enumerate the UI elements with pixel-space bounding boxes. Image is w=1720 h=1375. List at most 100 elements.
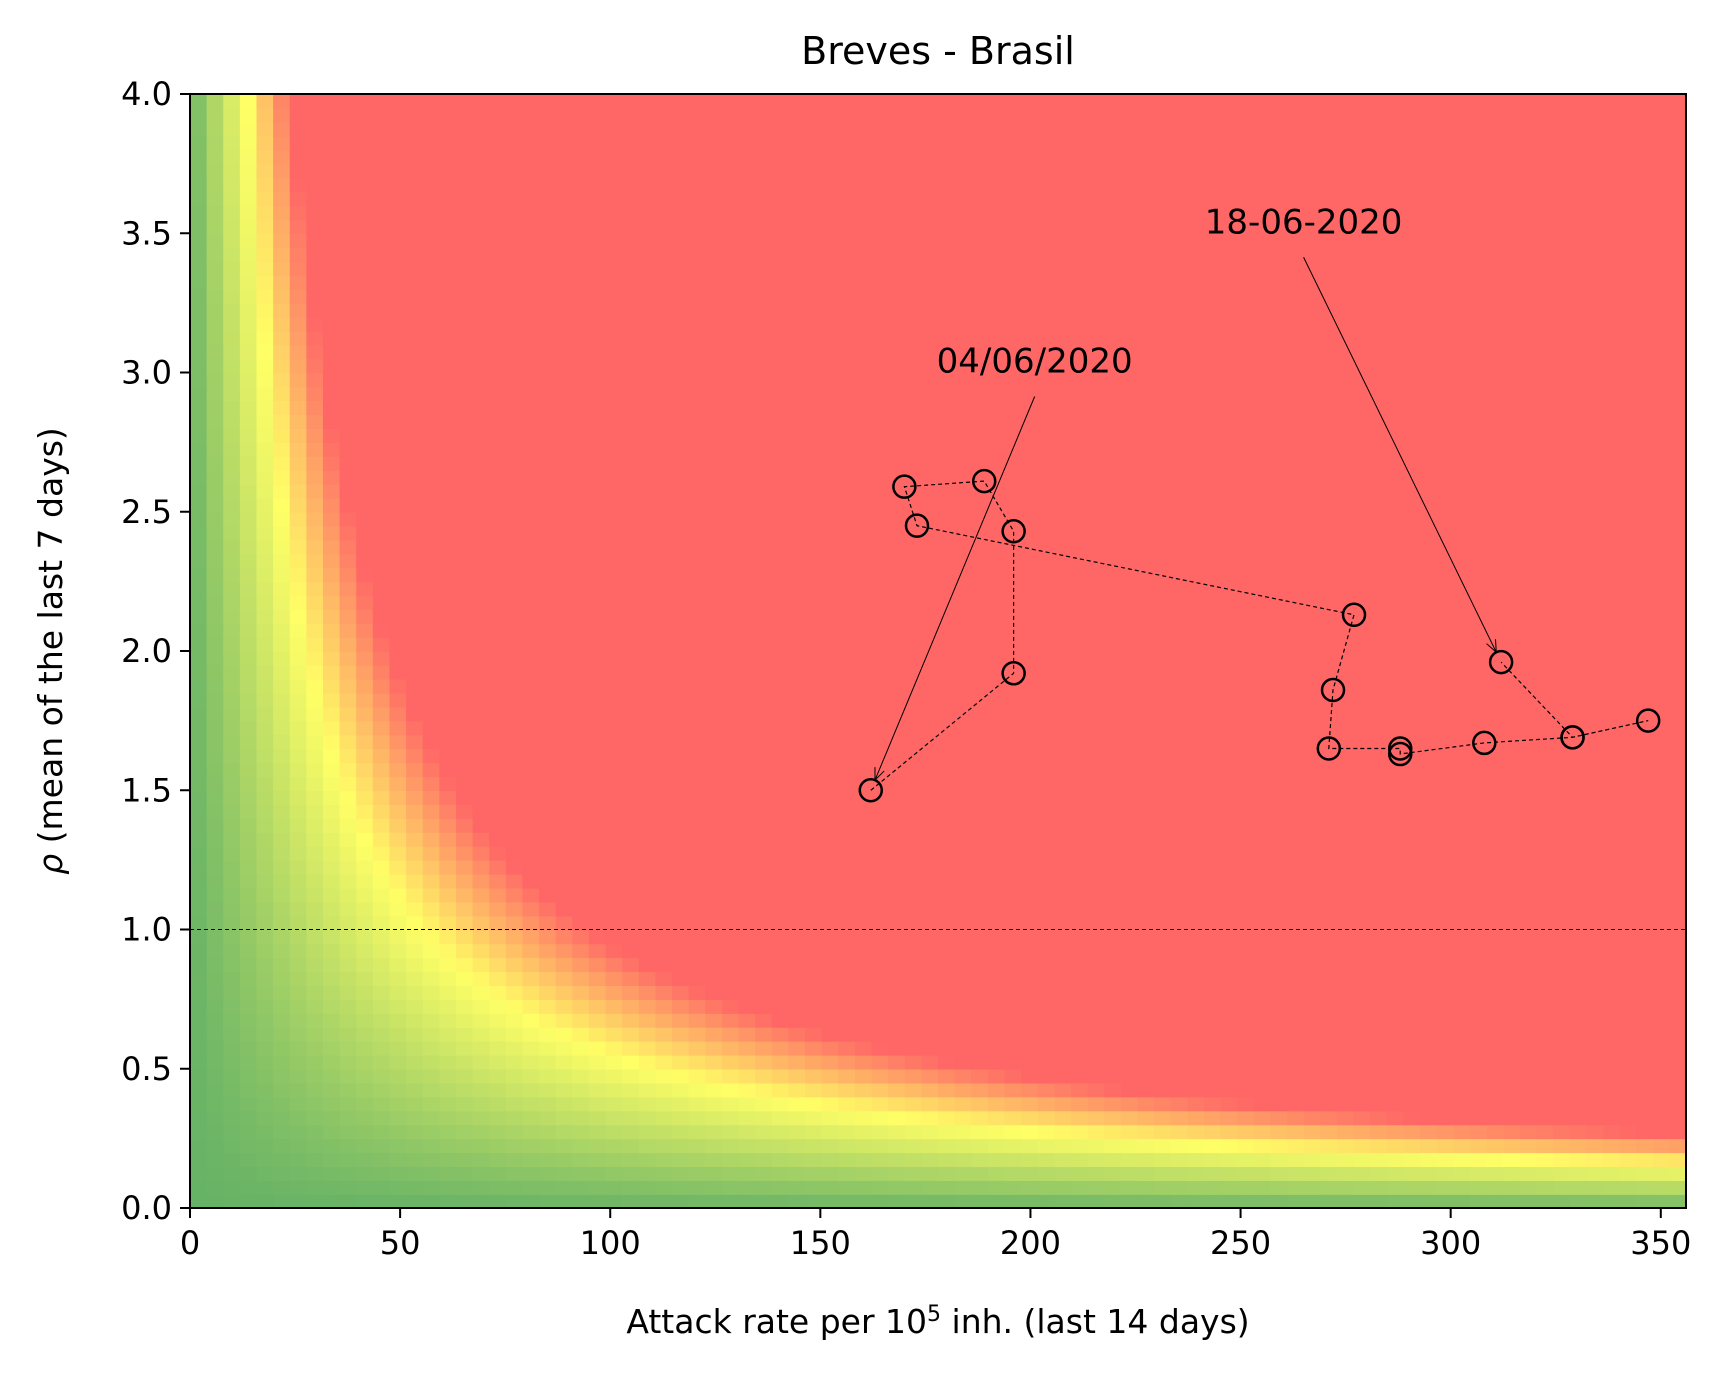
heatmap-cell bbox=[1104, 553, 1122, 569]
heatmap-cell bbox=[339, 233, 358, 248]
heatmap-cell bbox=[256, 1152, 274, 1168]
heatmap-cell bbox=[406, 651, 424, 666]
heatmap-cell bbox=[372, 442, 391, 457]
heatmap-cell bbox=[1203, 818, 1222, 833]
heatmap-cell bbox=[256, 664, 274, 680]
heatmap-cell bbox=[987, 818, 1006, 833]
heatmap-cell bbox=[987, 414, 1006, 429]
heatmap-cell bbox=[1187, 1054, 1205, 1070]
heatmap-cell bbox=[1170, 1180, 1189, 1195]
heatmap-cell bbox=[406, 525, 424, 541]
heatmap-cell bbox=[871, 497, 889, 513]
heatmap-cell bbox=[721, 1180, 740, 1195]
heatmap-cell bbox=[904, 999, 923, 1014]
heatmap-cell bbox=[1070, 748, 1089, 764]
heatmap-cell bbox=[489, 943, 507, 959]
heatmap-cell bbox=[472, 358, 490, 374]
heatmap-cell bbox=[738, 107, 756, 123]
heatmap-cell bbox=[588, 275, 607, 290]
heatmap-cell bbox=[322, 1040, 341, 1056]
heatmap-cell bbox=[688, 483, 707, 499]
heatmap-cell bbox=[406, 692, 424, 708]
heatmap-cell bbox=[1170, 121, 1189, 137]
heatmap-cell bbox=[854, 1180, 873, 1195]
heatmap-cell bbox=[406, 191, 424, 207]
heatmap-cell bbox=[555, 581, 574, 597]
heatmap-cell bbox=[1220, 720, 1238, 736]
heatmap-cell bbox=[422, 915, 441, 931]
heatmap-cell bbox=[372, 1013, 391, 1028]
heatmap-cell bbox=[356, 191, 374, 207]
heatmap-cell bbox=[572, 748, 590, 764]
heatmap-cell bbox=[273, 692, 291, 708]
heatmap-cell bbox=[938, 553, 956, 569]
heatmap-cell bbox=[555, 288, 574, 304]
heatmap-cell bbox=[539, 581, 557, 597]
heatmap-cell bbox=[1203, 999, 1222, 1014]
heatmap-cell bbox=[1170, 177, 1189, 193]
heatmap-cell bbox=[239, 692, 258, 708]
heatmap-cell bbox=[406, 1026, 424, 1042]
heatmap-cell bbox=[1087, 762, 1106, 778]
heatmap-cell bbox=[655, 107, 673, 123]
heatmap-cell bbox=[854, 943, 873, 959]
heatmap-cell bbox=[406, 1096, 424, 1112]
heatmap-cell bbox=[273, 344, 291, 360]
heatmap-cell bbox=[638, 219, 657, 235]
heatmap-cell bbox=[256, 94, 274, 109]
heatmap-cell bbox=[289, 525, 308, 541]
heatmap-cell bbox=[1170, 748, 1189, 764]
heatmap-cell bbox=[1203, 233, 1222, 248]
heatmap-cell bbox=[539, 1068, 557, 1084]
heatmap-cell bbox=[472, 135, 490, 151]
heatmap-cell bbox=[938, 1013, 956, 1028]
heatmap-cell bbox=[555, 219, 574, 235]
heatmap-cell bbox=[273, 943, 291, 959]
heatmap-cell bbox=[190, 873, 208, 889]
heatmap-cell bbox=[1137, 1138, 1155, 1154]
heatmap-cell bbox=[1154, 1082, 1172, 1098]
heatmap-cell bbox=[788, 316, 806, 332]
heatmap-cell bbox=[721, 748, 740, 764]
heatmap-cell bbox=[1087, 1026, 1106, 1042]
heatmap-cell bbox=[206, 1152, 225, 1168]
heatmap-cell bbox=[1054, 316, 1072, 332]
heatmap-cell bbox=[771, 818, 790, 833]
heatmap-cell bbox=[472, 442, 490, 457]
heatmap-cell bbox=[439, 762, 457, 778]
heatmap-cell bbox=[1187, 1166, 1205, 1181]
heatmap-cell bbox=[788, 971, 806, 986]
heatmap-cell bbox=[572, 609, 590, 624]
heatmap-cell bbox=[655, 316, 673, 332]
heatmap-cell bbox=[987, 832, 1006, 847]
heatmap-cell bbox=[190, 1096, 208, 1112]
heatmap-cell bbox=[505, 1040, 524, 1056]
heatmap-cell bbox=[854, 720, 873, 736]
heatmap-cell bbox=[771, 734, 790, 750]
heatmap-cell bbox=[921, 135, 939, 151]
heatmap-cell bbox=[721, 1096, 740, 1112]
heatmap-cell bbox=[572, 497, 590, 513]
heatmap-cell bbox=[721, 442, 740, 457]
heatmap-cell bbox=[721, 414, 740, 429]
heatmap-cell bbox=[638, 887, 657, 903]
heatmap-cell bbox=[406, 539, 424, 555]
heatmap-cell bbox=[256, 372, 274, 388]
heatmap-cell bbox=[572, 845, 590, 861]
heatmap-cell bbox=[389, 275, 407, 290]
heatmap-cell bbox=[422, 261, 441, 276]
heatmap-cell bbox=[771, 163, 790, 179]
heatmap-cell bbox=[223, 692, 241, 708]
heatmap-cell bbox=[322, 1096, 341, 1112]
heatmap-cell bbox=[971, 386, 989, 402]
heatmap-cell bbox=[339, 469, 358, 485]
heatmap-cell bbox=[239, 525, 258, 541]
heatmap-cell bbox=[389, 94, 407, 109]
heatmap-cell bbox=[1087, 664, 1106, 680]
heatmap-cell bbox=[472, 1194, 490, 1208]
heatmap-cell bbox=[1120, 358, 1139, 374]
heatmap-cell bbox=[1120, 887, 1139, 903]
heatmap-cell bbox=[705, 706, 723, 722]
heatmap-cell bbox=[1054, 873, 1072, 889]
heatmap-cell bbox=[472, 1013, 490, 1028]
